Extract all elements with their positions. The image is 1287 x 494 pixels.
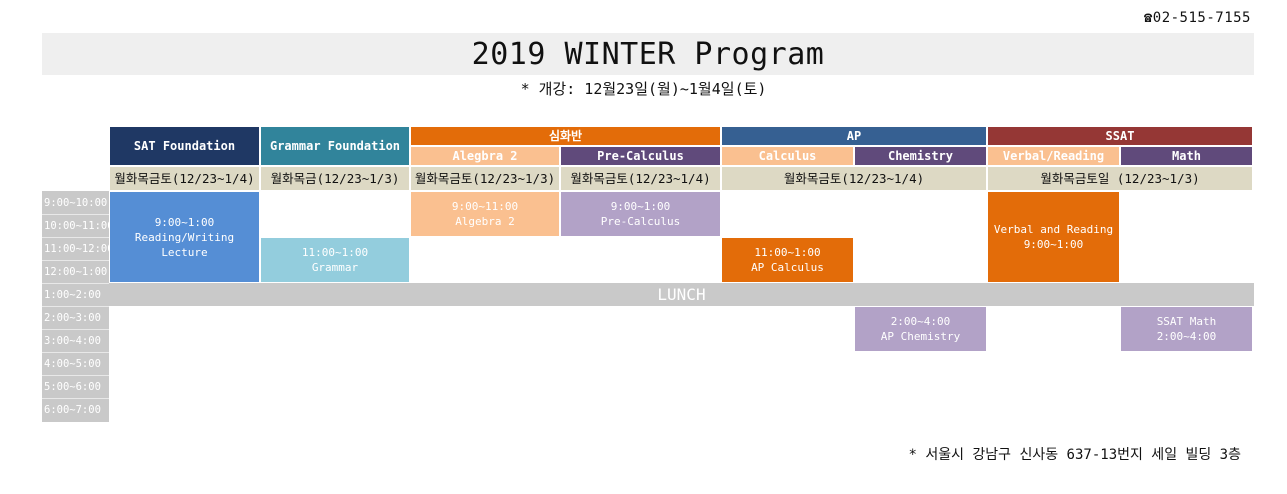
time-slot: 1:00~2:00 [44, 288, 101, 301]
header-calculus: Calculus [722, 147, 853, 165]
days-grammar-foundation: 월화목금(12/23~1/3) [261, 167, 409, 190]
time-slot: 11:00~12:00 [44, 242, 109, 255]
event-precalculus: 9:00~1:00 Pre-Calculus [561, 192, 720, 236]
event-ap-chemistry: 2:00~4:00 AP Chemistry [855, 307, 986, 351]
header-sat-foundation: SAT Foundation [110, 127, 259, 165]
event-verbal-reading: Verbal and Reading 9:00~1:00 [988, 192, 1119, 282]
time-slot: 4:00~5:00 [44, 357, 101, 370]
page-title: 2019 WINTER Program [471, 36, 825, 72]
time-slot: 5:00~6:00 [44, 380, 101, 393]
days-ap: 월화목금토(12/23~1/4) [722, 167, 986, 190]
header-grammar-foundation: Grammar Foundation [261, 127, 409, 165]
address: * 서울시 강남구 신사동 637-13번지 세일 빌딩 3층 [908, 447, 1241, 463]
header-simhwa: 심화반 [411, 127, 720, 145]
time-column: 9:00~10:00 10:00~11:00 11:00~12:00 12:00… [42, 191, 109, 422]
header-verbal-reading: Verbal/Reading [988, 147, 1119, 165]
time-slot: 6:00~7:00 [44, 403, 101, 416]
phone-number: ☎02-515-7155 [1143, 10, 1251, 26]
event-algebra2: 9:00~11:00 Algebra 2 [411, 192, 559, 236]
event-ssat-math: SSAT Math 2:00~4:00 [1121, 307, 1252, 351]
time-slot: 2:00~3:00 [44, 311, 101, 324]
title-bar: 2019 WINTER Program [42, 33, 1254, 75]
days-algebra2: 월화목금토(12/23~1/3) [411, 167, 559, 190]
header-chemistry: Chemistry [855, 147, 986, 165]
header-precalculus: Pre-Calculus [561, 147, 720, 165]
header-algebra2: Alegbra 2 [411, 147, 559, 165]
event-grammar: 11:00~1:00 Grammar [261, 238, 409, 282]
time-slot: 9:00~10:00 [44, 196, 108, 209]
course-period: * 개강: 12월23일(월)~1월4일(토) [520, 80, 767, 98]
time-slot: 12:00~1:00 [44, 265, 108, 278]
event-sat-reading-writing: 9:00~1:00 Reading/Writing Lecture [110, 192, 259, 282]
header-math: Math [1121, 147, 1252, 165]
header-ssat: SSAT [988, 127, 1252, 145]
days-precalculus: 월화목금토(12/23~1/4) [561, 167, 720, 190]
time-slot: 10:00~11:00 [44, 219, 109, 232]
lunch-bar: LUNCH [109, 283, 1254, 306]
days-sat-foundation: 월화목금토(12/23~1/4) [110, 167, 259, 190]
days-ssat: 월화목금토일 (12/23~1/3) [988, 167, 1252, 190]
header-ap: AP [722, 127, 986, 145]
time-slot: 3:00~4:00 [44, 334, 101, 347]
event-ap-calculus: 11:00~1:00 AP Calculus [722, 238, 853, 282]
